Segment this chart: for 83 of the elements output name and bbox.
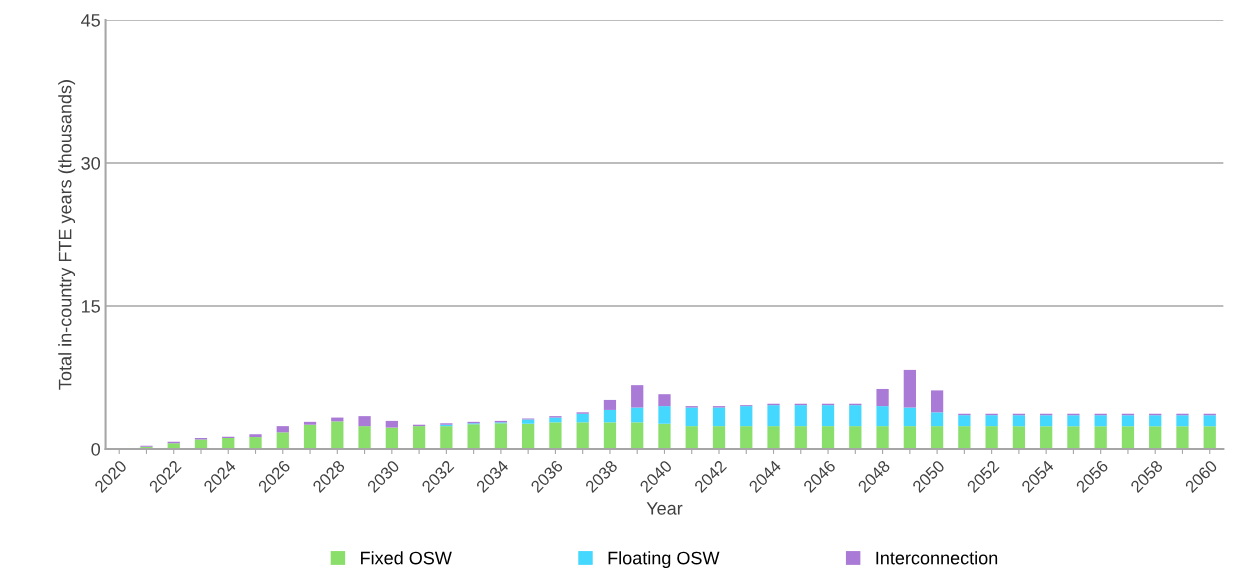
bar — [767, 426, 780, 450]
bar — [1203, 415, 1216, 427]
bar — [549, 422, 562, 450]
bar — [331, 421, 344, 450]
y-tick-label: 45 — [81, 14, 100, 27]
bar — [685, 426, 698, 450]
bar — [930, 426, 944, 450]
bar — [576, 413, 589, 423]
bar — [467, 424, 480, 450]
bar — [549, 417, 562, 423]
x-axis-title: Year — [646, 502, 683, 515]
bar — [658, 406, 671, 424]
bar — [876, 426, 889, 450]
y-axis-title: Total in-country FTE years (thousands) — [58, 80, 76, 390]
legend-label: Floating OSW — [608, 551, 720, 568]
bar — [903, 407, 916, 427]
bar — [385, 427, 398, 450]
bar — [358, 426, 371, 450]
bar — [1121, 426, 1135, 450]
y-tick-label: 15 — [82, 300, 100, 313]
bar — [821, 405, 835, 427]
bar — [249, 434, 262, 438]
bar — [794, 405, 807, 427]
bar — [658, 423, 671, 450]
bar — [958, 415, 971, 427]
bar — [631, 422, 644, 450]
bar — [1094, 415, 1107, 427]
bar — [1176, 426, 1189, 450]
bar — [1176, 415, 1189, 427]
bar — [1149, 415, 1162, 427]
bar — [631, 407, 644, 423]
bar — [494, 423, 508, 450]
bar — [930, 412, 944, 427]
bar — [876, 406, 889, 427]
bar — [1067, 426, 1080, 450]
bar — [849, 426, 862, 450]
bar — [958, 426, 971, 450]
legend-label: Interconnection — [876, 551, 998, 565]
bar — [1012, 426, 1026, 450]
y-tick-label: 30 — [81, 156, 100, 170]
bar — [1094, 426, 1107, 450]
bar — [1012, 415, 1026, 427]
bar — [440, 426, 453, 450]
bar — [903, 426, 916, 450]
bar — [876, 388, 889, 407]
bar — [576, 422, 589, 450]
bar — [1149, 426, 1162, 450]
bar — [849, 405, 862, 427]
bar — [522, 423, 535, 450]
bar — [1067, 415, 1080, 427]
bar — [712, 426, 726, 450]
bar — [985, 415, 998, 427]
bar — [794, 426, 807, 450]
bar — [985, 426, 998, 450]
bar — [740, 406, 753, 427]
y-tick-label: 0 — [91, 442, 100, 456]
bar — [249, 437, 262, 450]
bar — [276, 426, 289, 433]
bar — [412, 426, 426, 450]
bar — [903, 369, 916, 408]
bar — [930, 390, 944, 413]
bar — [658, 394, 671, 407]
bar — [603, 422, 617, 450]
bar — [303, 424, 317, 450]
bar — [821, 426, 835, 450]
bar — [522, 419, 535, 424]
bar — [358, 416, 371, 427]
bar — [385, 420, 398, 428]
bar — [1203, 426, 1216, 450]
bar — [631, 385, 644, 408]
bar — [712, 407, 726, 427]
bar — [685, 407, 698, 427]
bar — [767, 405, 780, 427]
bar — [603, 399, 617, 410]
bar — [276, 432, 289, 450]
bar — [303, 421, 317, 425]
bar — [1040, 415, 1053, 427]
bar — [740, 426, 753, 450]
bar — [1121, 415, 1135, 427]
bar — [603, 409, 617, 423]
bar — [1040, 426, 1053, 450]
legend-label: Fixed OSW — [361, 551, 452, 565]
bar — [194, 439, 208, 450]
